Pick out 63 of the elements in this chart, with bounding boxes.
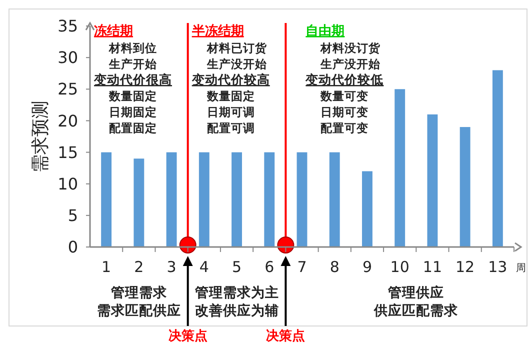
annotation: 半冻结期 bbox=[190, 23, 244, 39]
bar bbox=[394, 89, 406, 247]
text: 管理需求 bbox=[110, 285, 168, 301]
bar bbox=[362, 171, 372, 247]
y-tick-label: 35 bbox=[58, 16, 78, 36]
x-tick-label: 5 bbox=[232, 258, 242, 276]
bar bbox=[296, 152, 308, 247]
text: 供应匹配需求 bbox=[372, 302, 459, 319]
x-tick-label: 8 bbox=[330, 258, 340, 276]
x-tick-label: 2 bbox=[134, 258, 144, 276]
annotation: 冻结期 bbox=[94, 23, 133, 39]
annotation: 配置可调 bbox=[206, 121, 255, 135]
annotation: 变动代价较低 bbox=[304, 72, 384, 87]
bar bbox=[134, 158, 144, 247]
annotation: 配置可变 bbox=[320, 121, 369, 135]
bar bbox=[460, 127, 470, 247]
bar bbox=[198, 152, 210, 247]
x-tick-label: 13 bbox=[488, 258, 508, 276]
annotation: 材料已订货 bbox=[206, 41, 268, 55]
text: 管理需求为主 bbox=[194, 284, 279, 301]
annotation: 材料没订货 bbox=[320, 41, 382, 55]
x-tick-label: 3 bbox=[166, 258, 176, 276]
x-tick-label: 9 bbox=[362, 258, 372, 276]
annotation: 生产开始 bbox=[108, 57, 158, 71]
bar bbox=[492, 70, 503, 247]
annotation: 日期可调 bbox=[206, 105, 255, 119]
y-tick-label: 25 bbox=[58, 80, 78, 99]
annotation: 生产没开始 bbox=[320, 57, 382, 71]
annotation: 材料到位 bbox=[108, 41, 157, 55]
text: 管理供应 bbox=[386, 284, 444, 301]
bar bbox=[166, 152, 177, 247]
x-tick-label: 10 bbox=[390, 258, 410, 276]
bar bbox=[101, 152, 112, 247]
annotation: 自由期 bbox=[306, 24, 345, 39]
x-tick-label: 12 bbox=[456, 258, 475, 276]
bar bbox=[329, 152, 340, 247]
y-tick-label: 0 bbox=[68, 238, 78, 257]
bar bbox=[232, 152, 242, 247]
text: 改善供应为辅 bbox=[194, 302, 279, 319]
bar bbox=[264, 152, 275, 247]
annotation: 数量固定 bbox=[108, 89, 157, 103]
annotation: 生产没开始 bbox=[206, 57, 268, 71]
y-tick-label: 30 bbox=[58, 48, 78, 68]
y-axis-title: 需求预测 bbox=[30, 100, 51, 172]
y-tick-label: 10 bbox=[58, 174, 78, 194]
y-tick-label: 5 bbox=[68, 206, 78, 226]
annotation: 日期固定 bbox=[109, 105, 157, 119]
bar bbox=[427, 114, 438, 247]
x-axis-title: 周 bbox=[516, 263, 526, 274]
x-tick-label: 7 bbox=[297, 258, 307, 276]
x-tick-label: 4 bbox=[199, 258, 209, 276]
x-tick-label: 1 bbox=[102, 258, 112, 276]
x-tick-label: 11 bbox=[422, 258, 442, 276]
annotation: 配置固定 bbox=[109, 121, 157, 135]
x-tick-label: 6 bbox=[264, 258, 274, 276]
y-tick-label: 20 bbox=[58, 111, 78, 130]
annotation: 数量固定 bbox=[206, 89, 255, 103]
annotation: 变动代价很高 bbox=[93, 72, 172, 87]
y-tick-label: 15 bbox=[58, 142, 78, 162]
annotation: 变动代价较高 bbox=[190, 72, 270, 87]
annotation: 数量可变 bbox=[320, 89, 369, 103]
text: 需求匹配供应 bbox=[96, 302, 181, 319]
annotation: 日期可变 bbox=[320, 105, 369, 119]
